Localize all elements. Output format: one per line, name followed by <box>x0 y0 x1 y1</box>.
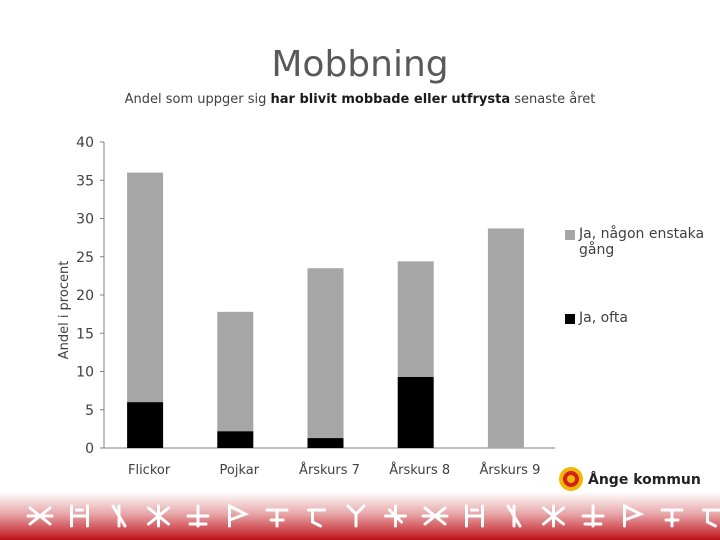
legend-item-often: Ja, ofta <box>565 310 628 326</box>
bar-often <box>127 402 164 448</box>
y-tick-label: 40 <box>76 135 94 151</box>
legend-label-often: Ja, ofta <box>579 310 628 326</box>
y-tick-label: 5 <box>85 403 94 419</box>
bar-often <box>397 376 434 448</box>
x-tick-label: Årskurs 7 <box>299 462 360 478</box>
y-tick-label: 15 <box>76 326 94 342</box>
logo-text: Ånge kommun <box>588 472 701 488</box>
footer-glyph-icon <box>421 506 449 526</box>
legend-swatch-once <box>565 230 575 240</box>
x-tick-label: Pojkar <box>220 463 260 478</box>
footer-glyph-icon <box>506 504 522 528</box>
footer-glyph-icon <box>702 508 720 528</box>
footer-glyph-icon <box>465 504 484 528</box>
footer-glyph-icon <box>307 508 326 528</box>
bar-often <box>307 438 344 448</box>
y-tick-label: 0 <box>85 441 94 457</box>
footer-glyph-icon <box>384 504 407 528</box>
chart-subtitle: Andel som uppger sig har blivit mobbade … <box>0 92 720 107</box>
x-tick-label: Årskurs 9 <box>479 462 540 478</box>
municipality-logo: Ånge kommun <box>558 466 708 494</box>
footer-glyph-icon <box>147 504 170 528</box>
footer-glyph-icon <box>186 504 210 528</box>
footer-glyph-icon <box>111 504 127 528</box>
y-tick-label: 10 <box>76 365 94 381</box>
subtitle-start: Andel som uppger sig <box>124 92 271 107</box>
x-tick-label: Årskurs 8 <box>389 462 450 478</box>
bar-once <box>397 261 434 377</box>
sun-emblem-icon <box>559 467 583 491</box>
subtitle-end: senaste året <box>510 92 596 107</box>
chart-title: Mobbning <box>271 44 449 85</box>
legend-item-once: Ja, någon enstaka gång <box>565 226 705 258</box>
footer-glyph-icon <box>70 504 89 528</box>
footer-pattern-band <box>0 492 720 540</box>
bar-once <box>217 311 254 432</box>
bar-once <box>127 172 164 403</box>
footer-glyph-icon <box>26 506 54 526</box>
footer-glyph-icon <box>542 504 565 528</box>
footer-glyph-icon <box>265 508 289 528</box>
chart-legend: Ja, någon enstaka gång Ja, ofta <box>565 226 705 326</box>
legend-label-once: Ja, någon enstaka gång <box>579 226 705 258</box>
y-tick-label: 20 <box>76 288 94 304</box>
legend-swatch-often <box>565 314 575 324</box>
bar-once <box>487 228 524 448</box>
subtitle-emphasis: har blivit mobbade eller utfrysta <box>270 92 511 107</box>
footer-glyph-icon <box>623 503 645 528</box>
footer-glyph-icon <box>581 504 605 528</box>
stacked-bar-chart: 0 5 10 15 20 25 30 35 40 Andel i procent Flickor Po… <box>57 135 555 478</box>
x-tick-label: Flickor <box>128 463 171 478</box>
bar-often <box>217 431 254 448</box>
y-axis-title: Andel i procent <box>57 261 72 360</box>
y-tick-label: 25 <box>76 250 94 266</box>
footer-glyph-icon <box>346 504 366 528</box>
footer-glyph-icon <box>228 503 250 528</box>
footer-glyph-icon <box>660 508 684 528</box>
y-tick-label: 30 <box>76 212 94 228</box>
bar-once <box>307 268 344 439</box>
y-tick-label: 35 <box>76 173 94 189</box>
